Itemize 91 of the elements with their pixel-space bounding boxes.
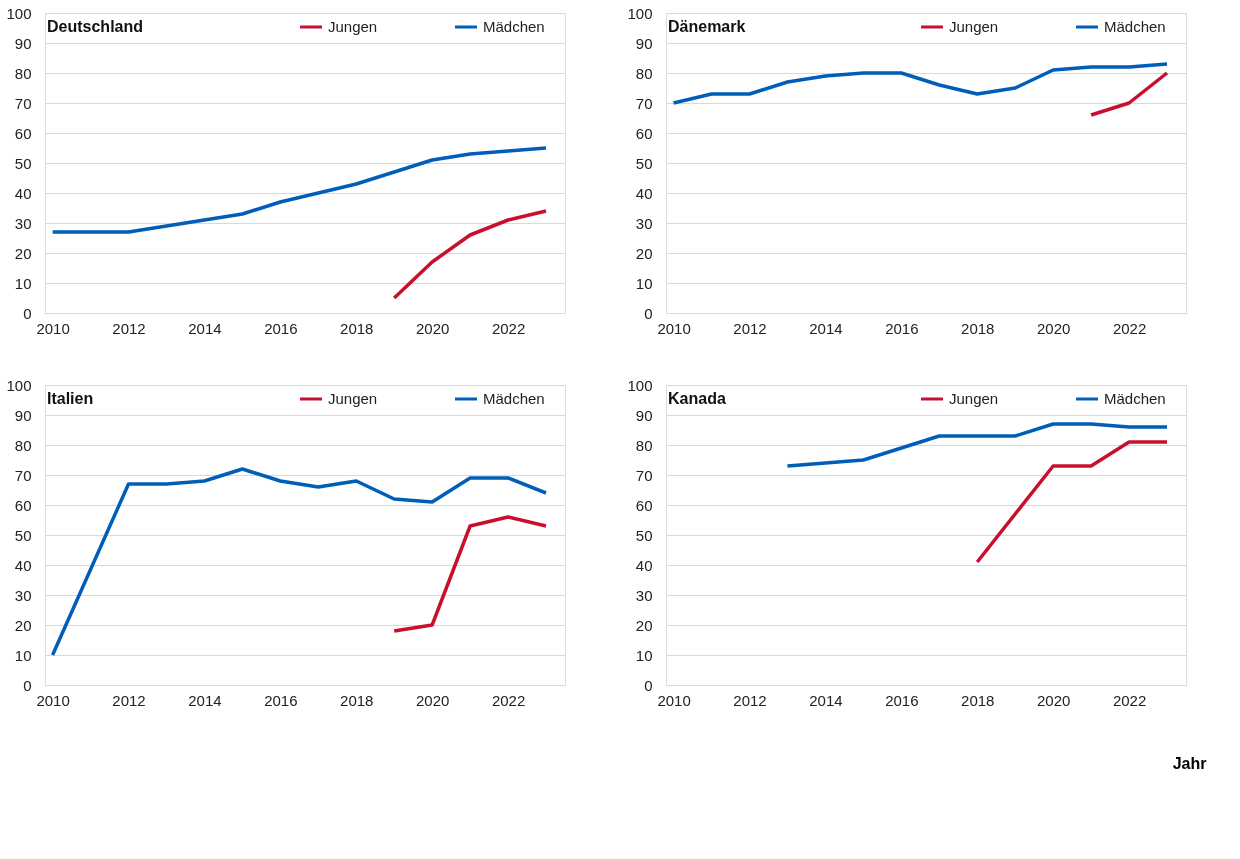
- y-tick-label: 0: [644, 304, 653, 322]
- x-tick-label: 2018: [961, 319, 995, 337]
- y-tick-label: 50: [635, 526, 653, 544]
- x-tick-label: 2022: [491, 691, 526, 709]
- x-tick-label: 2018: [340, 319, 374, 337]
- line-series: [50, 146, 548, 234]
- y-tick-label: 60: [14, 124, 32, 142]
- y-tick-label: 90: [14, 406, 32, 424]
- y-tick-label: 20: [635, 244, 653, 262]
- y-tick-label: 40: [635, 184, 653, 202]
- y-tick-label: 50: [14, 154, 32, 172]
- y-tick-label: 50: [14, 526, 32, 544]
- x-tick-label: 2014: [809, 691, 843, 709]
- line-series: [392, 209, 548, 300]
- y-tick-label: 90: [635, 406, 653, 424]
- x-tick-label: 2010: [657, 319, 691, 337]
- legend-label: Mädchen: [1104, 390, 1166, 407]
- x-tick-label: 2018: [961, 691, 995, 709]
- y-tick-label: 20: [635, 616, 653, 634]
- y-tick-label: 60: [635, 496, 653, 514]
- y-tick-label: 50: [635, 154, 653, 172]
- y-tick-label: 0: [23, 304, 32, 322]
- legend-label: Jungen: [328, 18, 378, 35]
- y-tick-label: 10: [14, 646, 32, 664]
- x-tick-label: 2016: [264, 319, 298, 337]
- y-tick-label: 60: [635, 124, 653, 142]
- chart-title: Italien: [47, 390, 94, 407]
- x-tick-label: 2012: [112, 691, 146, 709]
- y-tick-label: 40: [14, 556, 32, 574]
- y-tick-label: 100: [6, 4, 32, 22]
- x-tick-label: 2014: [188, 319, 222, 337]
- y-tick-label: 70: [635, 466, 653, 484]
- y-tick-label: 70: [14, 94, 32, 112]
- y-tick-label: 10: [635, 646, 653, 664]
- x-tick-label: 2020: [415, 691, 450, 709]
- chart-title: Kanada: [668, 390, 726, 407]
- line-series: [785, 422, 1169, 468]
- line-series: [671, 62, 1169, 105]
- y-tick-label: 30: [14, 586, 32, 604]
- x-tick-label: 2020: [1036, 319, 1071, 337]
- y-tick-label: 20: [14, 616, 32, 634]
- y-tick-label: 0: [644, 676, 653, 694]
- x-tick-label: 2022: [1112, 319, 1147, 337]
- y-tick-label: 60: [14, 496, 32, 514]
- y-tick-label: 100: [627, 376, 653, 394]
- x-tick-label: 2010: [36, 691, 70, 709]
- y-tick-label: 90: [14, 34, 32, 52]
- x-axis-title: Jahr: [1172, 754, 1207, 772]
- legend-label: Mädchen: [483, 18, 545, 35]
- y-tick-label: 30: [635, 586, 653, 604]
- y-tick-label: 100: [6, 376, 32, 394]
- y-tick-label: 0: [23, 676, 32, 694]
- chart-title: Deutschland: [47, 18, 144, 35]
- x-tick-label: 2016: [885, 691, 919, 709]
- y-tick-label: 70: [635, 94, 653, 112]
- x-tick-label: 2020: [415, 319, 450, 337]
- x-tick-label: 2012: [733, 319, 767, 337]
- legend-label: Jungen: [328, 390, 378, 407]
- y-tick-label: 80: [14, 64, 32, 82]
- x-tick-label: 2022: [491, 319, 526, 337]
- legend-label: Mädchen: [1104, 18, 1166, 35]
- line-series: [50, 467, 548, 657]
- line-series: [392, 515, 548, 633]
- x-tick-label: 2012: [112, 319, 146, 337]
- y-tick-label: 40: [635, 556, 653, 574]
- y-tick-label: 10: [635, 274, 653, 292]
- chart-title: Dänemark: [668, 18, 746, 35]
- y-tick-label: 10: [14, 274, 32, 292]
- x-tick-label: 2014: [809, 319, 843, 337]
- legend-label: Mädchen: [483, 390, 545, 407]
- x-tick-label: 2016: [264, 691, 298, 709]
- y-tick-label: 20: [14, 244, 32, 262]
- x-tick-label: 2012: [733, 691, 767, 709]
- x-tick-label: 2020: [1036, 691, 1071, 709]
- legend-label: Jungen: [949, 18, 999, 35]
- legend-label: Jungen: [949, 390, 999, 407]
- y-tick-label: 90: [635, 34, 653, 52]
- x-tick-label: 2014: [188, 691, 222, 709]
- x-tick-label: 2010: [36, 319, 70, 337]
- y-tick-label: 70: [14, 466, 32, 484]
- y-tick-label: 30: [14, 214, 32, 232]
- y-tick-label: 80: [635, 436, 653, 454]
- y-tick-label: 80: [14, 436, 32, 454]
- x-tick-label: 2016: [885, 319, 919, 337]
- x-tick-label: 2018: [340, 691, 374, 709]
- x-tick-label: 2010: [657, 691, 691, 709]
- y-tick-label: 80: [635, 64, 653, 82]
- y-tick-label: 100: [627, 4, 653, 22]
- y-tick-label: 40: [14, 184, 32, 202]
- y-tick-label: 30: [635, 214, 653, 232]
- x-tick-label: 2022: [1112, 691, 1147, 709]
